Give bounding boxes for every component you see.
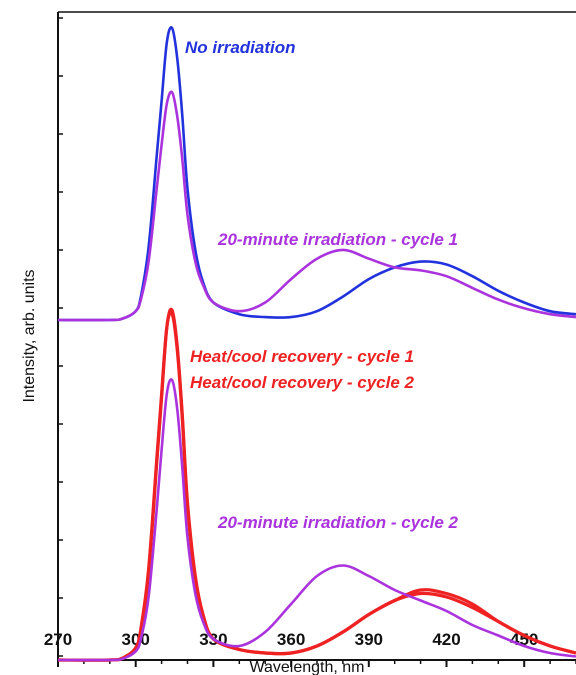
x-tick-label: 420 <box>432 630 460 649</box>
plot-frame <box>57 11 576 661</box>
label-heat-cool-cycle-2: Heat/cool recovery - cycle 2 <box>190 373 415 392</box>
label-irradiation-cycle-1: 20-minute irradiation - cycle 1 <box>217 230 458 249</box>
label-no-irradiation: No irradiation <box>185 38 296 57</box>
series-line-20-minute-irradiation-cycle-2 <box>57 378 576 662</box>
x-tick-label: 360 <box>277 630 305 649</box>
x-tick-label: 270 <box>44 630 72 649</box>
y-minor-ticks <box>58 17 63 657</box>
x-axis-title: Wavelength, nm <box>249 659 364 675</box>
series-line-20-minute-irradiation-cycle-1 <box>57 90 576 322</box>
y-axis-title: Intensity, arb. units <box>21 269 38 402</box>
label-irradiation-cycle-2: 20-minute irradiation - cycle 2 <box>217 513 459 532</box>
series-layer <box>57 26 576 662</box>
series-line-no-irradiation <box>57 26 576 322</box>
x-tick-label: 390 <box>355 630 383 649</box>
label-heat-cool-cycle-1: Heat/cool recovery - cycle 1 <box>190 347 414 366</box>
